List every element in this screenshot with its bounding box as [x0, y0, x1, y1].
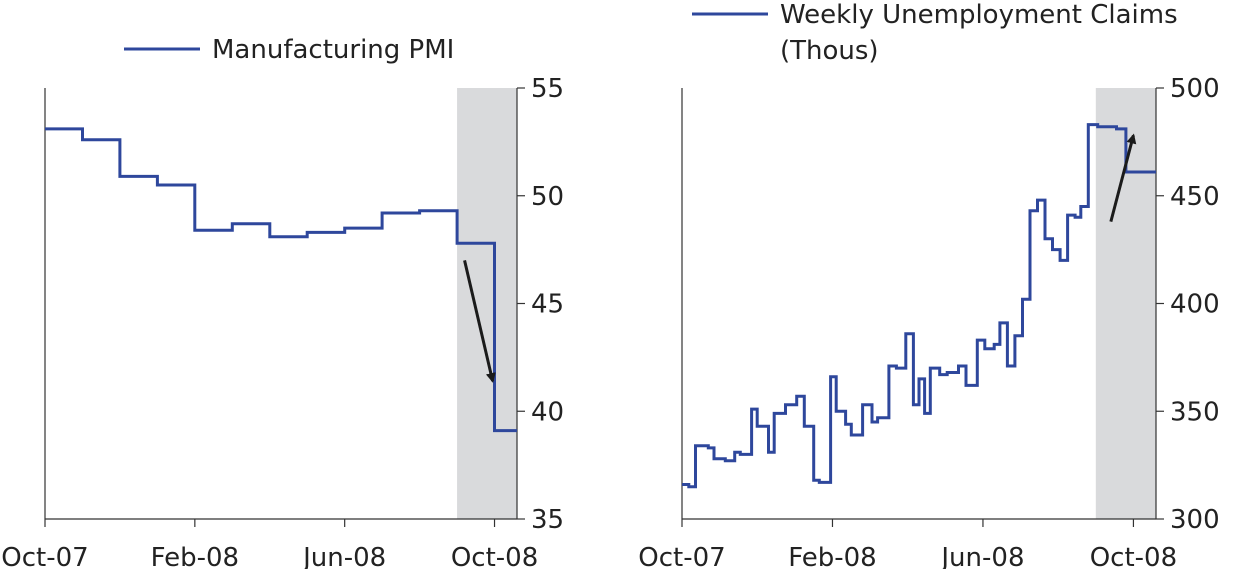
y-tick-label: 40: [531, 397, 564, 427]
annotation-arrow: [463, 260, 496, 384]
series-line-1: [45, 127, 517, 433]
y-tick-label: 300: [1170, 505, 1220, 535]
y-tick-label: 35: [531, 505, 564, 535]
legend-label-line: Manufacturing PMI: [212, 35, 454, 65]
legend-label: Weekly Unemployment Claims (Thous): [780, 0, 1178, 66]
shaded-region: [457, 88, 517, 519]
legend-label-line: Weekly Unemployment Claims: [780, 0, 1178, 30]
chart-panel-1: 35 40 45 50 55 Oct-07 Feb-08 Jun-08 Oct-08 Manufa…: [1, 35, 564, 573]
y-tick-label: 400: [1170, 290, 1220, 320]
x-tick-label: Jun-08: [939, 543, 1024, 569]
y-tick-label: 500: [1170, 74, 1220, 104]
annotation-arrow: [1109, 133, 1137, 222]
x-tick-label: Oct-07: [1, 543, 88, 569]
y-tick-label: 350: [1170, 397, 1220, 427]
x-tick-label: Oct-08: [1090, 543, 1177, 569]
x-tick-label: Oct-07: [638, 543, 725, 569]
x-tick-label: Jun-08: [301, 543, 386, 569]
x-tick-label: Feb-08: [151, 543, 240, 569]
series-line-1: [682, 123, 1156, 489]
x-tick-label: Feb-08: [788, 543, 877, 569]
y-tick-label: 50: [531, 182, 564, 212]
chart-panel-2: 300 350 400 450 500 Oct-07 Feb-08 Jun-08 Oct-08 W…: [638, 0, 1220, 573]
y-tick-label: 45: [531, 290, 564, 320]
y-tick-label: 450: [1170, 182, 1220, 212]
x-tick-label: Oct-08: [451, 543, 538, 569]
y-tick-label: 55: [531, 74, 564, 104]
legend-label: Manufacturing PMI: [212, 35, 454, 65]
legend-label-line: (Thous): [780, 36, 879, 66]
